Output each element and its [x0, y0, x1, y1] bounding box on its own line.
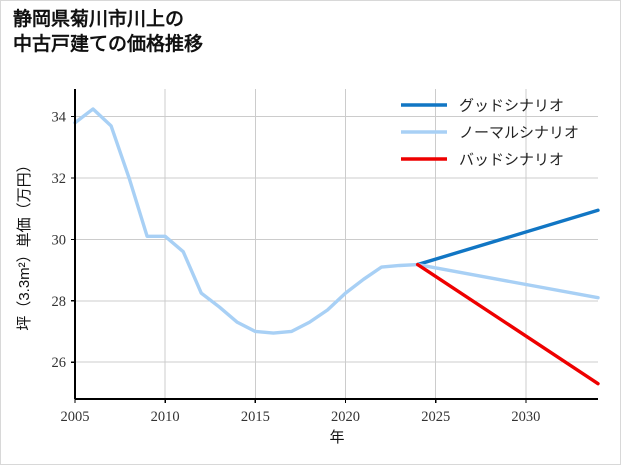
x-tick-label: 2025: [421, 409, 450, 425]
x-tick-label: 2015: [241, 409, 270, 425]
y-tick-label: 34: [52, 110, 67, 126]
x-tick-label: 2005: [61, 409, 90, 425]
axis-spines: [74, 89, 598, 400]
series-line-1: [415, 208, 600, 267]
x-axis-title: 年: [329, 429, 344, 446]
x-tick-group: 2005 2010 2015 2020 2025 2030: [61, 399, 540, 425]
x-tick-label: 2020: [331, 409, 360, 425]
series-line-2: [415, 262, 600, 300]
gridlines-group: [74, 89, 598, 399]
legend-label-2: バッドシナリオ: [459, 152, 564, 169]
series-line-0: [73, 107, 420, 335]
chart-title: 静岡県菊川市川上の 中古戸建ての価格推移: [13, 9, 204, 56]
y-tick-label: 32: [52, 171, 67, 187]
y-tick-label: 30: [52, 232, 67, 248]
legend-label-1: ノーマルシナリオ: [459, 125, 579, 142]
y-tick-group: 26 28 30 32 34: [52, 110, 75, 371]
series-line-3: [415, 262, 600, 386]
series-group: [73, 107, 600, 386]
y-tick-label: 26: [52, 355, 67, 371]
x-tick-label: 2010: [151, 409, 180, 425]
y-tick-label: 28: [52, 294, 67, 310]
y-axis-title: 坪（3.3m²）単価（万円）: [16, 157, 33, 330]
x-tick-label: 2030: [511, 409, 540, 425]
legend-label-0: グッドシナリオ: [459, 98, 564, 115]
